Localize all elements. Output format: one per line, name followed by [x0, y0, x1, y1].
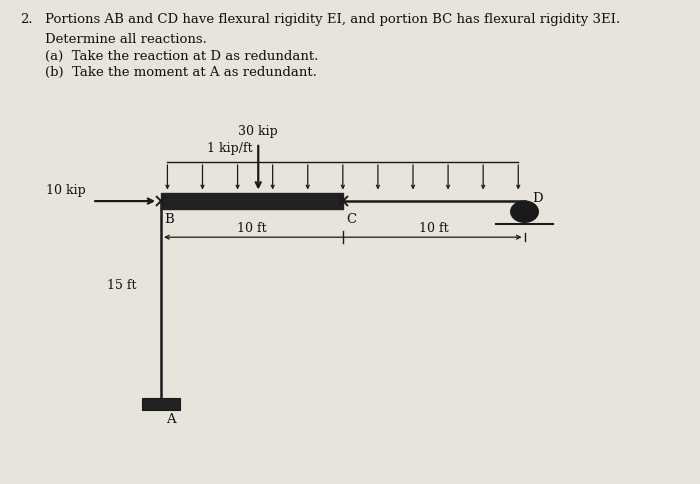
Text: B: B: [164, 212, 174, 226]
Text: (a)  Take the reaction at D as redundant.: (a) Take the reaction at D as redundant.: [46, 49, 318, 62]
Text: (b)  Take the moment at A as redundant.: (b) Take the moment at A as redundant.: [46, 66, 317, 79]
Text: 30 kip: 30 kip: [239, 125, 278, 138]
Text: 10 ft: 10 ft: [419, 222, 449, 235]
Text: Determine all reactions.: Determine all reactions.: [46, 32, 207, 45]
Text: 15 ft: 15 ft: [106, 279, 136, 292]
Text: Portions AB and CD have flexural rigidity EI, and portion BC has flexural rigidi: Portions AB and CD have flexural rigidit…: [46, 14, 620, 27]
Text: A: A: [166, 413, 176, 426]
Text: 10 kip: 10 kip: [46, 184, 86, 197]
Bar: [142, 398, 180, 410]
Circle shape: [511, 201, 538, 222]
Text: 10 ft: 10 ft: [237, 222, 267, 235]
Text: 1 kip/ft: 1 kip/ft: [207, 142, 253, 155]
Text: D: D: [532, 192, 542, 205]
Text: 2.: 2.: [20, 14, 33, 27]
Text: C: C: [346, 212, 356, 226]
